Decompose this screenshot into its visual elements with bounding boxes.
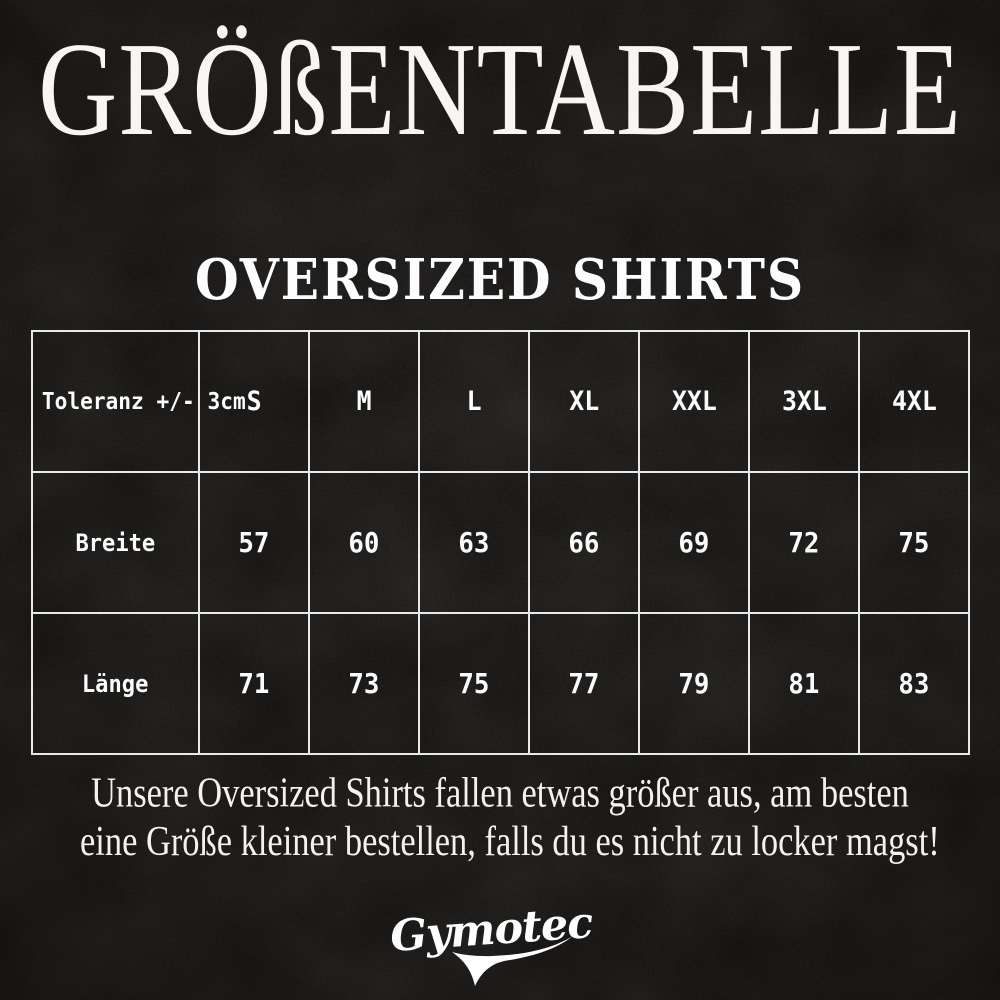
brand-logo-text: Gymotec (390, 898, 595, 962)
size-label-4xl: 4XL (891, 386, 937, 417)
fit-note-line1: Unsere Oversized Shirts fallen etwas grö… (91, 768, 909, 816)
value-cell: 63 (418, 471, 530, 614)
value-cell: 75 (858, 471, 970, 614)
laenge-4xl: 83 (898, 667, 930, 700)
logo-swoosh (452, 936, 573, 986)
breite-m: 60 (348, 526, 380, 559)
value-cell: 77 (528, 612, 640, 755)
page-title: GRÖßENTABELLE (38, 15, 962, 164)
laenge-l: 75 (458, 667, 490, 700)
value-cell: 60 (308, 471, 420, 614)
table-header-row: Toleranz +/- 3cm S M L XL XXL 3XL 4XL (31, 330, 970, 473)
brand-logo: Gymotec (390, 898, 595, 986)
fit-note-line2: eine Größe kleiner bestellen, falls du e… (80, 817, 940, 865)
section-title: OVERSIZED SHIRTS (194, 247, 806, 313)
table-row-laenge: Länge 71 73 75 77 79 81 83 (31, 612, 970, 755)
breite-xl: 66 (568, 526, 600, 559)
size-header-cell: 3XL (748, 330, 860, 473)
row-label-breite: Breite (75, 528, 156, 557)
size-header-cell: XXL (638, 330, 750, 473)
value-cell: 71 (198, 612, 310, 755)
table-row-breite: Breite 57 60 63 66 69 72 75 (31, 471, 970, 614)
breite-xxl: 69 (678, 526, 710, 559)
size-label-s: S (246, 386, 262, 417)
value-cell: 66 (528, 471, 640, 614)
laenge-3xl: 81 (788, 667, 820, 700)
breite-3xl: 72 (788, 526, 820, 559)
breite-l: 63 (458, 526, 490, 559)
size-header-cell: L (418, 330, 530, 473)
value-cell: 81 (748, 612, 860, 755)
size-header-cell: M (308, 330, 420, 473)
value-cell: 72 (748, 471, 860, 614)
size-table: Toleranz +/- 3cm S M L XL XXL 3XL 4XL Br… (31, 330, 970, 755)
size-header-cell: S (198, 330, 310, 473)
breite-s: 57 (238, 526, 270, 559)
tolerance-header-cell: Toleranz +/- 3cm (31, 330, 246, 473)
value-cell: 73 (308, 612, 420, 755)
size-header-cell: 4XL (858, 330, 970, 473)
value-cell: 57 (198, 471, 310, 614)
size-label-l: L (466, 386, 482, 417)
row-label-cell: Breite (31, 471, 200, 614)
size-label-xl: XL (569, 386, 599, 417)
tolerance-label: Toleranz +/- 3cm (41, 388, 246, 415)
row-label-cell: Länge (31, 612, 200, 755)
size-label-xxl: XXL (671, 386, 717, 417)
size-label-m: M (356, 386, 372, 417)
laenge-xl: 77 (568, 667, 600, 700)
size-label-3xl: 3XL (781, 386, 827, 417)
breite-4xl: 75 (898, 526, 930, 559)
value-cell: 83 (858, 612, 970, 755)
laenge-m: 73 (348, 667, 380, 700)
value-cell: 79 (638, 612, 750, 755)
size-header-cell: XL (528, 330, 640, 473)
value-cell: 75 (418, 612, 530, 755)
value-cell: 69 (638, 471, 750, 614)
fit-note: Unsere Oversized Shirts fallen etwas grö… (80, 768, 940, 866)
row-label-laenge: Länge (82, 669, 149, 698)
laenge-s: 71 (238, 667, 270, 700)
laenge-xxl: 79 (678, 667, 710, 700)
